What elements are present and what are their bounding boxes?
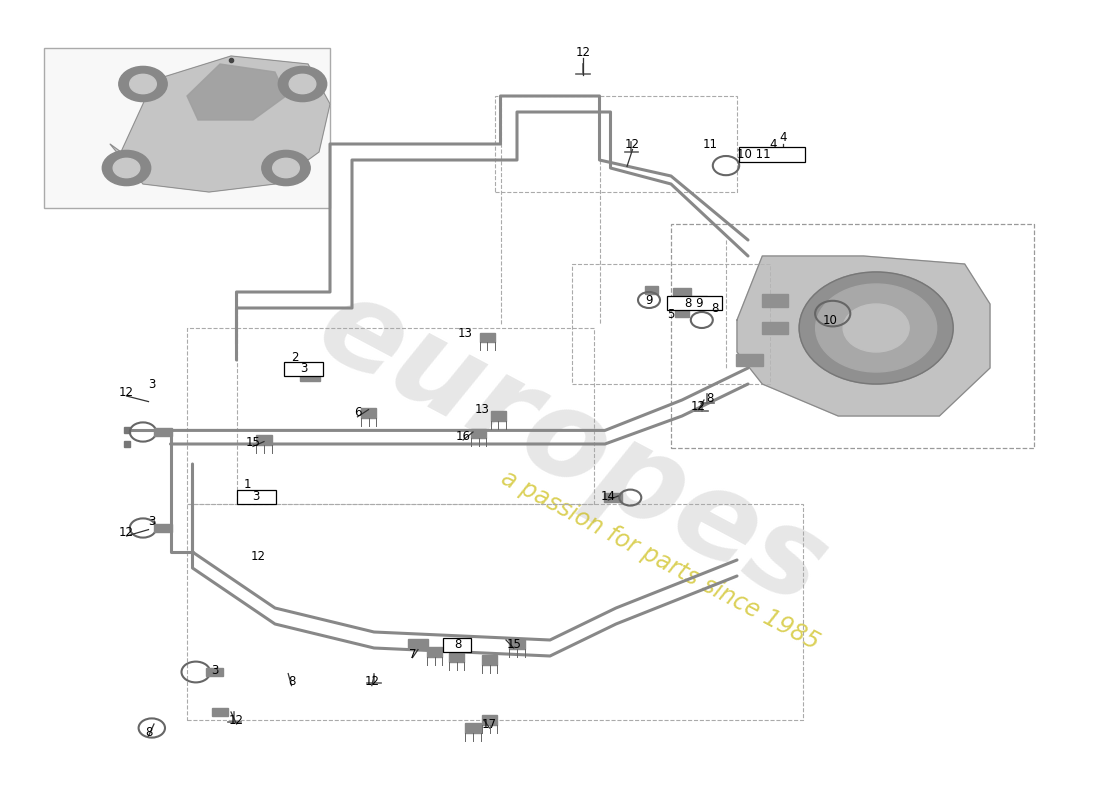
Bar <box>737 354 762 366</box>
Bar <box>212 709 228 715</box>
Text: 3: 3 <box>300 362 307 375</box>
Bar <box>673 288 691 296</box>
Bar <box>604 493 622 502</box>
Text: 13: 13 <box>474 403 490 416</box>
Text: 10 11: 10 11 <box>737 148 770 161</box>
Text: europes: europes <box>298 266 846 630</box>
Circle shape <box>130 74 156 94</box>
Text: 12: 12 <box>229 714 244 726</box>
Bar <box>482 655 497 665</box>
Circle shape <box>278 66 327 102</box>
Bar <box>645 286 658 294</box>
Bar <box>236 490 276 504</box>
Text: 10: 10 <box>823 314 838 326</box>
Bar <box>572 264 770 384</box>
Text: 4: 4 <box>770 138 777 150</box>
Bar <box>667 296 722 310</box>
Bar <box>471 429 486 438</box>
Polygon shape <box>737 256 990 416</box>
Text: a passion for parts since 1985: a passion for parts since 1985 <box>497 466 823 654</box>
Circle shape <box>102 150 151 186</box>
Polygon shape <box>110 56 330 192</box>
Bar <box>480 333 495 342</box>
Text: 1: 1 <box>244 478 251 490</box>
Bar <box>443 638 471 652</box>
Bar <box>482 715 497 725</box>
Bar <box>187 328 594 504</box>
Circle shape <box>119 66 167 102</box>
Text: 15: 15 <box>245 436 261 449</box>
Bar <box>491 411 506 421</box>
Bar <box>187 504 803 720</box>
Text: 3: 3 <box>148 378 155 390</box>
Text: 8: 8 <box>288 675 295 688</box>
Bar <box>408 639 428 649</box>
Circle shape <box>289 74 316 94</box>
Bar <box>256 435 272 445</box>
Text: 8: 8 <box>454 638 461 651</box>
Circle shape <box>273 158 299 178</box>
Text: 12: 12 <box>625 138 640 150</box>
Bar <box>207 668 222 676</box>
Circle shape <box>113 158 140 178</box>
Bar <box>509 639 525 649</box>
Text: 8: 8 <box>706 392 713 405</box>
Text: 17: 17 <box>482 718 497 730</box>
Polygon shape <box>187 64 286 120</box>
Circle shape <box>844 304 910 352</box>
Text: 3: 3 <box>148 515 155 528</box>
Bar <box>300 371 320 381</box>
Text: 3: 3 <box>253 490 260 503</box>
Bar <box>761 322 788 334</box>
Text: 14: 14 <box>601 490 616 502</box>
Circle shape <box>799 272 953 384</box>
Bar <box>449 653 464 662</box>
Text: 15: 15 <box>506 638 521 650</box>
Text: 12: 12 <box>119 386 134 398</box>
Bar <box>739 147 805 162</box>
Text: 8: 8 <box>712 302 718 314</box>
Text: 12: 12 <box>251 550 266 562</box>
Bar <box>465 723 481 733</box>
Bar <box>675 310 689 317</box>
Bar <box>427 647 442 657</box>
Text: 7: 7 <box>409 648 416 661</box>
Text: 16: 16 <box>455 430 471 442</box>
Text: 11: 11 <box>703 138 718 150</box>
Text: 4: 4 <box>780 131 786 144</box>
Text: 8: 8 <box>145 726 152 738</box>
Text: 8 9: 8 9 <box>685 297 703 310</box>
Bar <box>154 524 172 532</box>
Bar <box>44 48 330 208</box>
Text: 12: 12 <box>691 400 706 413</box>
Bar <box>495 96 737 192</box>
Text: 13: 13 <box>458 327 473 340</box>
Bar <box>284 362 323 376</box>
Bar <box>761 294 788 307</box>
Circle shape <box>262 150 310 186</box>
Bar <box>690 296 707 304</box>
Text: 3: 3 <box>211 664 218 677</box>
Text: 9: 9 <box>646 294 652 306</box>
Text: 12: 12 <box>575 46 591 58</box>
Bar <box>671 224 1034 448</box>
Circle shape <box>816 284 937 372</box>
Text: 2: 2 <box>292 351 298 364</box>
Bar <box>154 428 172 436</box>
Text: 6: 6 <box>354 406 361 419</box>
Text: 12: 12 <box>364 675 380 688</box>
Text: 5: 5 <box>668 308 674 321</box>
Text: 12: 12 <box>119 526 134 538</box>
Bar <box>361 408 376 418</box>
